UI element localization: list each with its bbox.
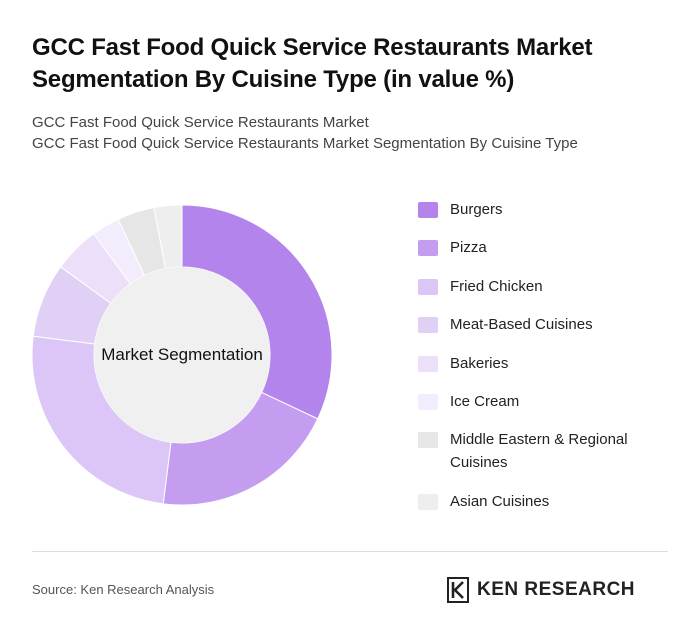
brand-logo: KEN RESEARCH: [447, 576, 635, 604]
donut-chart: Market Segmentation: [32, 205, 332, 505]
subtitle-line-1: GCC Fast Food Quick Service Restaurants …: [32, 114, 369, 131]
legend-label: Middle Eastern & Regional Cuisines: [450, 431, 628, 471]
legend-label: Bakeries: [450, 355, 509, 372]
legend-swatch: [418, 394, 438, 410]
ken-research-logo-icon: [447, 577, 469, 603]
legend-label: Asian Cuisines: [450, 493, 550, 510]
legend-item-meat-based-cuisines: Meat-Based Cuisines: [418, 313, 670, 336]
chart-subtitle: GCC Fast Food Quick Service Restaurants …: [32, 112, 672, 154]
source-note: Source: Ken Research Analysis: [32, 582, 215, 597]
legend-swatch: [418, 356, 438, 372]
legend-swatch: [418, 317, 438, 333]
brand-name: KEN RESEARCH: [477, 579, 636, 600]
chart-title: GCC Fast Food Quick Service Restaurants …: [32, 34, 593, 93]
legend-item-middle-eastern-regional-cuisines: Middle Eastern & Regional Cuisines: [418, 428, 670, 474]
legend-label: Fried Chicken: [450, 278, 543, 295]
legend-item-bakeries: Bakeries: [418, 352, 670, 375]
legend-item-pizza: Pizza: [418, 236, 670, 259]
legend-label: Ice Cream: [450, 393, 520, 410]
donut-chart-svg: [32, 205, 332, 505]
legend-swatch: [418, 279, 438, 295]
legend-item-asian-cuisines: Asian Cuisines: [418, 490, 670, 513]
footer-divider: [32, 551, 668, 552]
legend-swatch: [418, 432, 438, 448]
subtitle-line-2: GCC Fast Food Quick Service Restaurants …: [32, 135, 578, 152]
legend-item-ice-cream: Ice Cream: [418, 390, 670, 413]
legend-label: Burgers: [450, 201, 503, 218]
donut-center: [94, 267, 270, 443]
legend-label: Pizza: [450, 239, 487, 256]
legend-swatch: [418, 202, 438, 218]
legend-item-fried-chicken: Fried Chicken: [418, 275, 670, 298]
legend-swatch: [418, 240, 438, 256]
legend-swatch: [418, 494, 438, 510]
legend-label: Meat-Based Cuisines: [450, 316, 593, 333]
legend-item-burgers: Burgers: [418, 198, 670, 221]
